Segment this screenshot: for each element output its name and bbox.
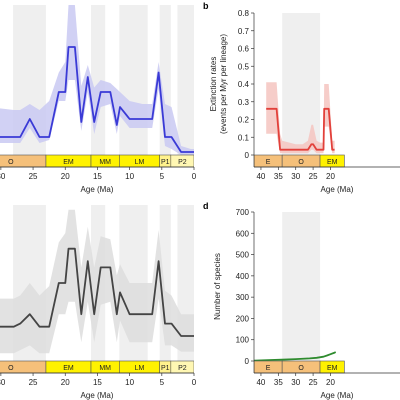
pd-y-tick-label-6: 600 <box>236 229 250 238</box>
pb-epoch-label-2: EM <box>327 159 338 166</box>
pb-panel-letter: b <box>203 1 209 11</box>
pb-y-tick-label-5: 0.5 <box>238 62 250 71</box>
pa-x-axis-label: Age (Ma) <box>81 185 114 194</box>
pc-x-tick-label-1: 25 <box>29 378 38 387</box>
pd-y-tick-label-0: 0 <box>245 357 250 366</box>
pc-x-tick-label-3: 15 <box>93 378 102 387</box>
pb-y-tick-label-7: 0.7 <box>238 27 250 36</box>
pc-body: O EM MM LM P1 P2 <box>0 205 194 374</box>
pa-body: O EM MM LM P1 P2 <box>0 5 194 168</box>
pc-x-tick-label-0: 30 <box>0 378 6 387</box>
pb-y-axis-label-1: (events per Myr per lineage) <box>219 34 228 134</box>
pc-x-tick-label-5: 5 <box>160 378 165 387</box>
panel-a-chart: O EM MM LM P1 P2 30 25 20 15 10 5 0 Age (Ma) <box>0 5 197 194</box>
pb-y-tick-label-6: 0.6 <box>238 45 250 54</box>
pa-x-tick-label-1: 25 <box>29 172 38 181</box>
pc-x-tick-label-2: 20 <box>61 378 70 387</box>
pa-epoch-label-0: O <box>8 159 14 166</box>
pd-x-axis-label: Age (Ma) <box>321 391 354 400</box>
pa-shaded-interval-3 <box>119 5 148 155</box>
pa-x-tick-label-4: 10 <box>125 172 134 181</box>
pb-body: E O EM <box>254 13 345 168</box>
pc-epoch-label-5: P2 <box>178 365 187 372</box>
pb-series-line <box>266 107 335 151</box>
pd-series-line <box>254 351 337 362</box>
pd-panel-letter: d <box>203 201 209 211</box>
pc-epoch-box-0 <box>0 360 47 374</box>
pb-x-axis-label: Age (Ma) <box>321 185 354 194</box>
pa-epoch-label-1: EM <box>63 159 74 166</box>
pd-y-tick-label-7: 700 <box>236 208 250 217</box>
pd-x-tick-label-1: 35 <box>274 378 283 387</box>
pd-x-tick-label-2: 30 <box>291 378 300 387</box>
pd-y-tick-label-3: 300 <box>236 293 250 302</box>
pa-epoch-box-0 <box>0 154 47 168</box>
pb-confidence-band <box>266 82 335 154</box>
pc-confidence-band <box>0 209 194 354</box>
pa-x-tick-label-2: 20 <box>61 172 70 181</box>
pa-epoch-label-2: MM <box>99 159 111 166</box>
pd-x-tick-label-3: 25 <box>309 378 318 387</box>
pd-epoch-label-2: EM <box>327 365 338 372</box>
pc-epoch-label-3: LM <box>135 365 145 372</box>
pb-y-tick-label-3: 0.3 <box>238 98 250 107</box>
pd-epoch-label-1: O <box>298 365 304 372</box>
pd-y-tick-label-4: 400 <box>236 272 250 281</box>
pc-epoch-label-2: MM <box>99 365 111 372</box>
pa-shaded-interval-5 <box>177 5 194 155</box>
pb-x-tick-label-1: 35 <box>274 172 283 181</box>
pd-x-tick-label-4: 20 <box>326 378 335 387</box>
pc-epoch-label-4: P1 <box>161 365 170 372</box>
pa-series-line <box>0 46 194 153</box>
pb-y-tick-label-0: 0 <box>245 151 250 160</box>
pb-epoch-label-1: O <box>298 159 304 166</box>
pd-epoch-label-0: E <box>266 365 271 372</box>
pb-x-tick-label-4: 20 <box>326 172 335 181</box>
pc-shaded-interval-4 <box>159 205 171 361</box>
pc-x-tick-label-4: 10 <box>125 378 134 387</box>
pa-x-tick-label-6: 0 <box>192 172 197 181</box>
pa-confidence-band <box>0 5 194 155</box>
pb-y-tick-label-2: 0.2 <box>238 116 250 125</box>
pa-x-tick-label-5: 5 <box>160 172 165 181</box>
pb-y-axis-label-0: Extinction rates <box>209 57 218 112</box>
panel-c-chart: O EM MM LM P1 P2 30 25 20 15 10 5 0 Age (Ma) <box>0 205 197 400</box>
pd-x-tick-label-0: 40 <box>256 378 265 387</box>
pb-y-tick-label-8: 0.8 <box>238 9 250 18</box>
pb-epoch-label-0: E <box>266 159 271 166</box>
pd-y-tick-label-2: 200 <box>236 314 250 323</box>
pa-epoch-label-5: P2 <box>178 159 187 166</box>
pc-epoch-label-1: EM <box>63 365 74 372</box>
pc-x-tick-label-6: 0 <box>192 378 197 387</box>
pa-shaded-interval-2 <box>91 5 106 155</box>
pc-series-line <box>0 247 194 337</box>
pb-x-tick-label-0: 40 <box>256 172 265 181</box>
pd-shaded-interval-0 <box>282 212 321 361</box>
pb-x-tick-label-3: 25 <box>309 172 318 181</box>
pd-body: E O EM <box>254 212 345 374</box>
pb-y-tick-label-4: 0.4 <box>238 80 250 89</box>
pd-y-axis-label-0: Number of species <box>213 253 222 320</box>
pc-epoch-label-0: O <box>8 365 14 372</box>
pa-epoch-label-4: P1 <box>161 159 170 166</box>
pc-x-axis-label: Age (Ma) <box>81 391 114 400</box>
pb-y-tick-label-1: 0.1 <box>238 133 250 142</box>
panel-b-chart: E O EM 40 35 30 25 20 Age (Ma) 0 0.1 0.2 0.3 0.4 0.5 0.… <box>203 1 400 194</box>
pb-x-tick-label-2: 30 <box>291 172 300 181</box>
pa-x-tick-label-0: 30 <box>0 172 6 181</box>
pa-shaded-interval-4 <box>159 5 171 155</box>
pd-y-tick-label-1: 100 <box>236 336 250 345</box>
pd-y-tick-label-5: 500 <box>236 251 250 260</box>
pa-epoch-label-3: LM <box>135 159 145 166</box>
panel-d-chart: E O EM 40 35 30 25 20 Age (Ma) 0 100 200 300 400 500 60… <box>203 201 400 400</box>
pa-x-tick-label-3: 15 <box>93 172 102 181</box>
